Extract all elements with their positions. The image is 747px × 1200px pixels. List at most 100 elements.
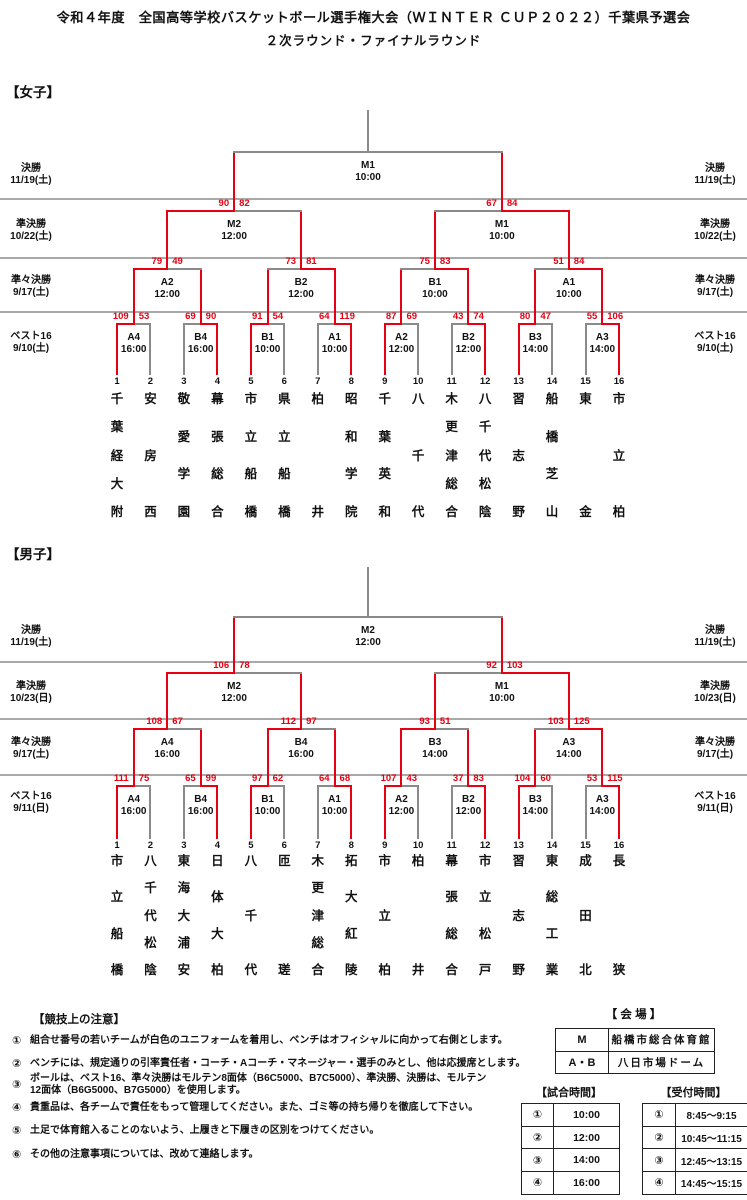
bracket-line bbox=[601, 323, 620, 325]
table-cell: ③ bbox=[522, 1149, 554, 1172]
team-number: 12 bbox=[479, 376, 491, 387]
round-date: 9/10(土) bbox=[12, 343, 50, 354]
bracket-line bbox=[450, 785, 453, 839]
team-name: 東海大浦安 bbox=[176, 855, 192, 977]
match-code: A2 bbox=[395, 794, 408, 805]
score-left: 53 bbox=[586, 773, 598, 784]
team-number: 11 bbox=[446, 376, 457, 387]
team-number: 6 bbox=[281, 376, 287, 387]
score-right: 84 bbox=[506, 198, 518, 209]
score-right: 90 bbox=[205, 311, 217, 322]
bracket-line bbox=[584, 785, 587, 839]
note-number: ④ bbox=[12, 1102, 22, 1114]
team-name-char: 英 bbox=[378, 467, 391, 482]
bracket-line bbox=[484, 785, 487, 839]
bracket-line bbox=[249, 323, 269, 325]
score-left: 43 bbox=[452, 311, 464, 322]
team-name-char: 和 bbox=[378, 504, 391, 519]
table-row: ④ 16:00 bbox=[522, 1171, 619, 1194]
bracket-line bbox=[433, 210, 503, 212]
team-name-char: 陰 bbox=[478, 505, 492, 519]
team-name: 安房西 bbox=[142, 393, 158, 519]
round-date: 9/17(土) bbox=[12, 749, 50, 760]
note-number: ⑥ bbox=[12, 1149, 22, 1161]
team-name-char: 芝 bbox=[545, 467, 559, 482]
bracket-line bbox=[467, 785, 487, 787]
round-date: 9/17(土) bbox=[696, 287, 734, 298]
team-name-char: 敬 bbox=[177, 392, 191, 406]
bracket-line bbox=[417, 323, 420, 375]
team-name: 幕張総合 bbox=[209, 393, 225, 519]
venue-title: 【 会 場 】 bbox=[605, 1009, 662, 1021]
bracket-line bbox=[249, 785, 252, 839]
team-name-char: 市 bbox=[478, 854, 492, 868]
team-name-char: 船 bbox=[110, 926, 124, 941]
team-name-char: 柏 bbox=[211, 962, 224, 977]
team-name-char: 立 bbox=[110, 890, 124, 905]
team-name-char: 立 bbox=[378, 908, 391, 923]
bracket-line bbox=[601, 785, 620, 787]
bracket-line bbox=[500, 672, 570, 674]
table-cell: M bbox=[556, 1029, 609, 1051]
reception-times-table: ① 8:45～9:15 ② 10:45～11:15 ③ 12:45～13:15 ④ 14:45… bbox=[642, 1103, 747, 1195]
team-name-char: 代 bbox=[244, 963, 258, 977]
team-name-char: 園 bbox=[177, 504, 191, 519]
table-cell: 12:00 bbox=[573, 1131, 600, 1144]
match-time: 14:00 bbox=[522, 344, 549, 355]
team-name: 千葉英和 bbox=[377, 393, 393, 519]
round-date: 11/19(土) bbox=[10, 175, 52, 186]
score-left: 79 bbox=[151, 256, 163, 267]
bracket-line bbox=[433, 672, 503, 674]
bracket-line bbox=[467, 268, 470, 325]
bracket-line bbox=[400, 728, 436, 730]
match-time: 10:00 bbox=[489, 231, 515, 242]
team-name-char: 戸 bbox=[478, 962, 492, 977]
bracket-line bbox=[149, 785, 152, 839]
score-right: 60 bbox=[540, 773, 551, 784]
score-left: 37 bbox=[452, 773, 464, 784]
round-divider-line bbox=[0, 661, 747, 663]
score-right: 74 bbox=[473, 311, 484, 322]
note-text: ベンチには、規定通りの引率責任者・コーチ・Aコーチ・マネージャー・選手のみとし、… bbox=[30, 1058, 526, 1069]
score-left: 111 bbox=[113, 773, 129, 784]
match-code: B4 bbox=[294, 737, 308, 748]
bracket-line bbox=[182, 323, 202, 325]
team-name-char: 千 bbox=[110, 392, 124, 406]
bracket-line bbox=[333, 268, 336, 325]
match-time: 10:00 bbox=[422, 289, 448, 300]
bracket-line bbox=[316, 323, 336, 325]
match-time: 16:00 bbox=[120, 344, 147, 355]
table-row: ③ 14:00 bbox=[522, 1148, 619, 1172]
team-name-char: 船 bbox=[545, 392, 559, 406]
note-number: ① bbox=[12, 1035, 22, 1047]
round-label: 決勝 bbox=[21, 625, 41, 636]
team-number: 12 bbox=[479, 840, 491, 851]
round-label: 準々決勝 bbox=[11, 275, 51, 286]
match-time: 14:00 bbox=[589, 806, 616, 817]
match-time: 14:00 bbox=[422, 749, 448, 760]
score-right: 53 bbox=[138, 311, 150, 322]
team-name-char: 合 bbox=[445, 962, 458, 977]
bracket-line bbox=[417, 785, 420, 839]
tournament-subtitle: ２次ラウンド・ファイナルラウンド bbox=[265, 34, 482, 48]
score-left: 103 bbox=[547, 716, 564, 727]
match-time: 12:00 bbox=[288, 289, 314, 300]
bracket-line bbox=[450, 785, 470, 787]
bracket-line bbox=[350, 785, 353, 839]
round-label: ベスト16 bbox=[10, 791, 52, 802]
team-name-char: 橋 bbox=[278, 504, 291, 519]
team-name-char: 長 bbox=[612, 854, 626, 868]
round-label: ベスト16 bbox=[10, 331, 52, 342]
team-name-char: 柏 bbox=[311, 392, 325, 406]
team-name-char: 葉 bbox=[378, 429, 391, 444]
match-code: B1 bbox=[428, 277, 442, 288]
bracket-line bbox=[300, 728, 336, 730]
team-number: 8 bbox=[348, 840, 354, 851]
team-name-char: 瑳 bbox=[278, 963, 291, 977]
team-number: 15 bbox=[580, 376, 591, 387]
round-date: 11/19(土) bbox=[694, 637, 736, 648]
match-code: B1 bbox=[261, 332, 274, 343]
table-row: ① 10:00 bbox=[522, 1104, 619, 1126]
team-name-char: 田 bbox=[579, 908, 592, 923]
